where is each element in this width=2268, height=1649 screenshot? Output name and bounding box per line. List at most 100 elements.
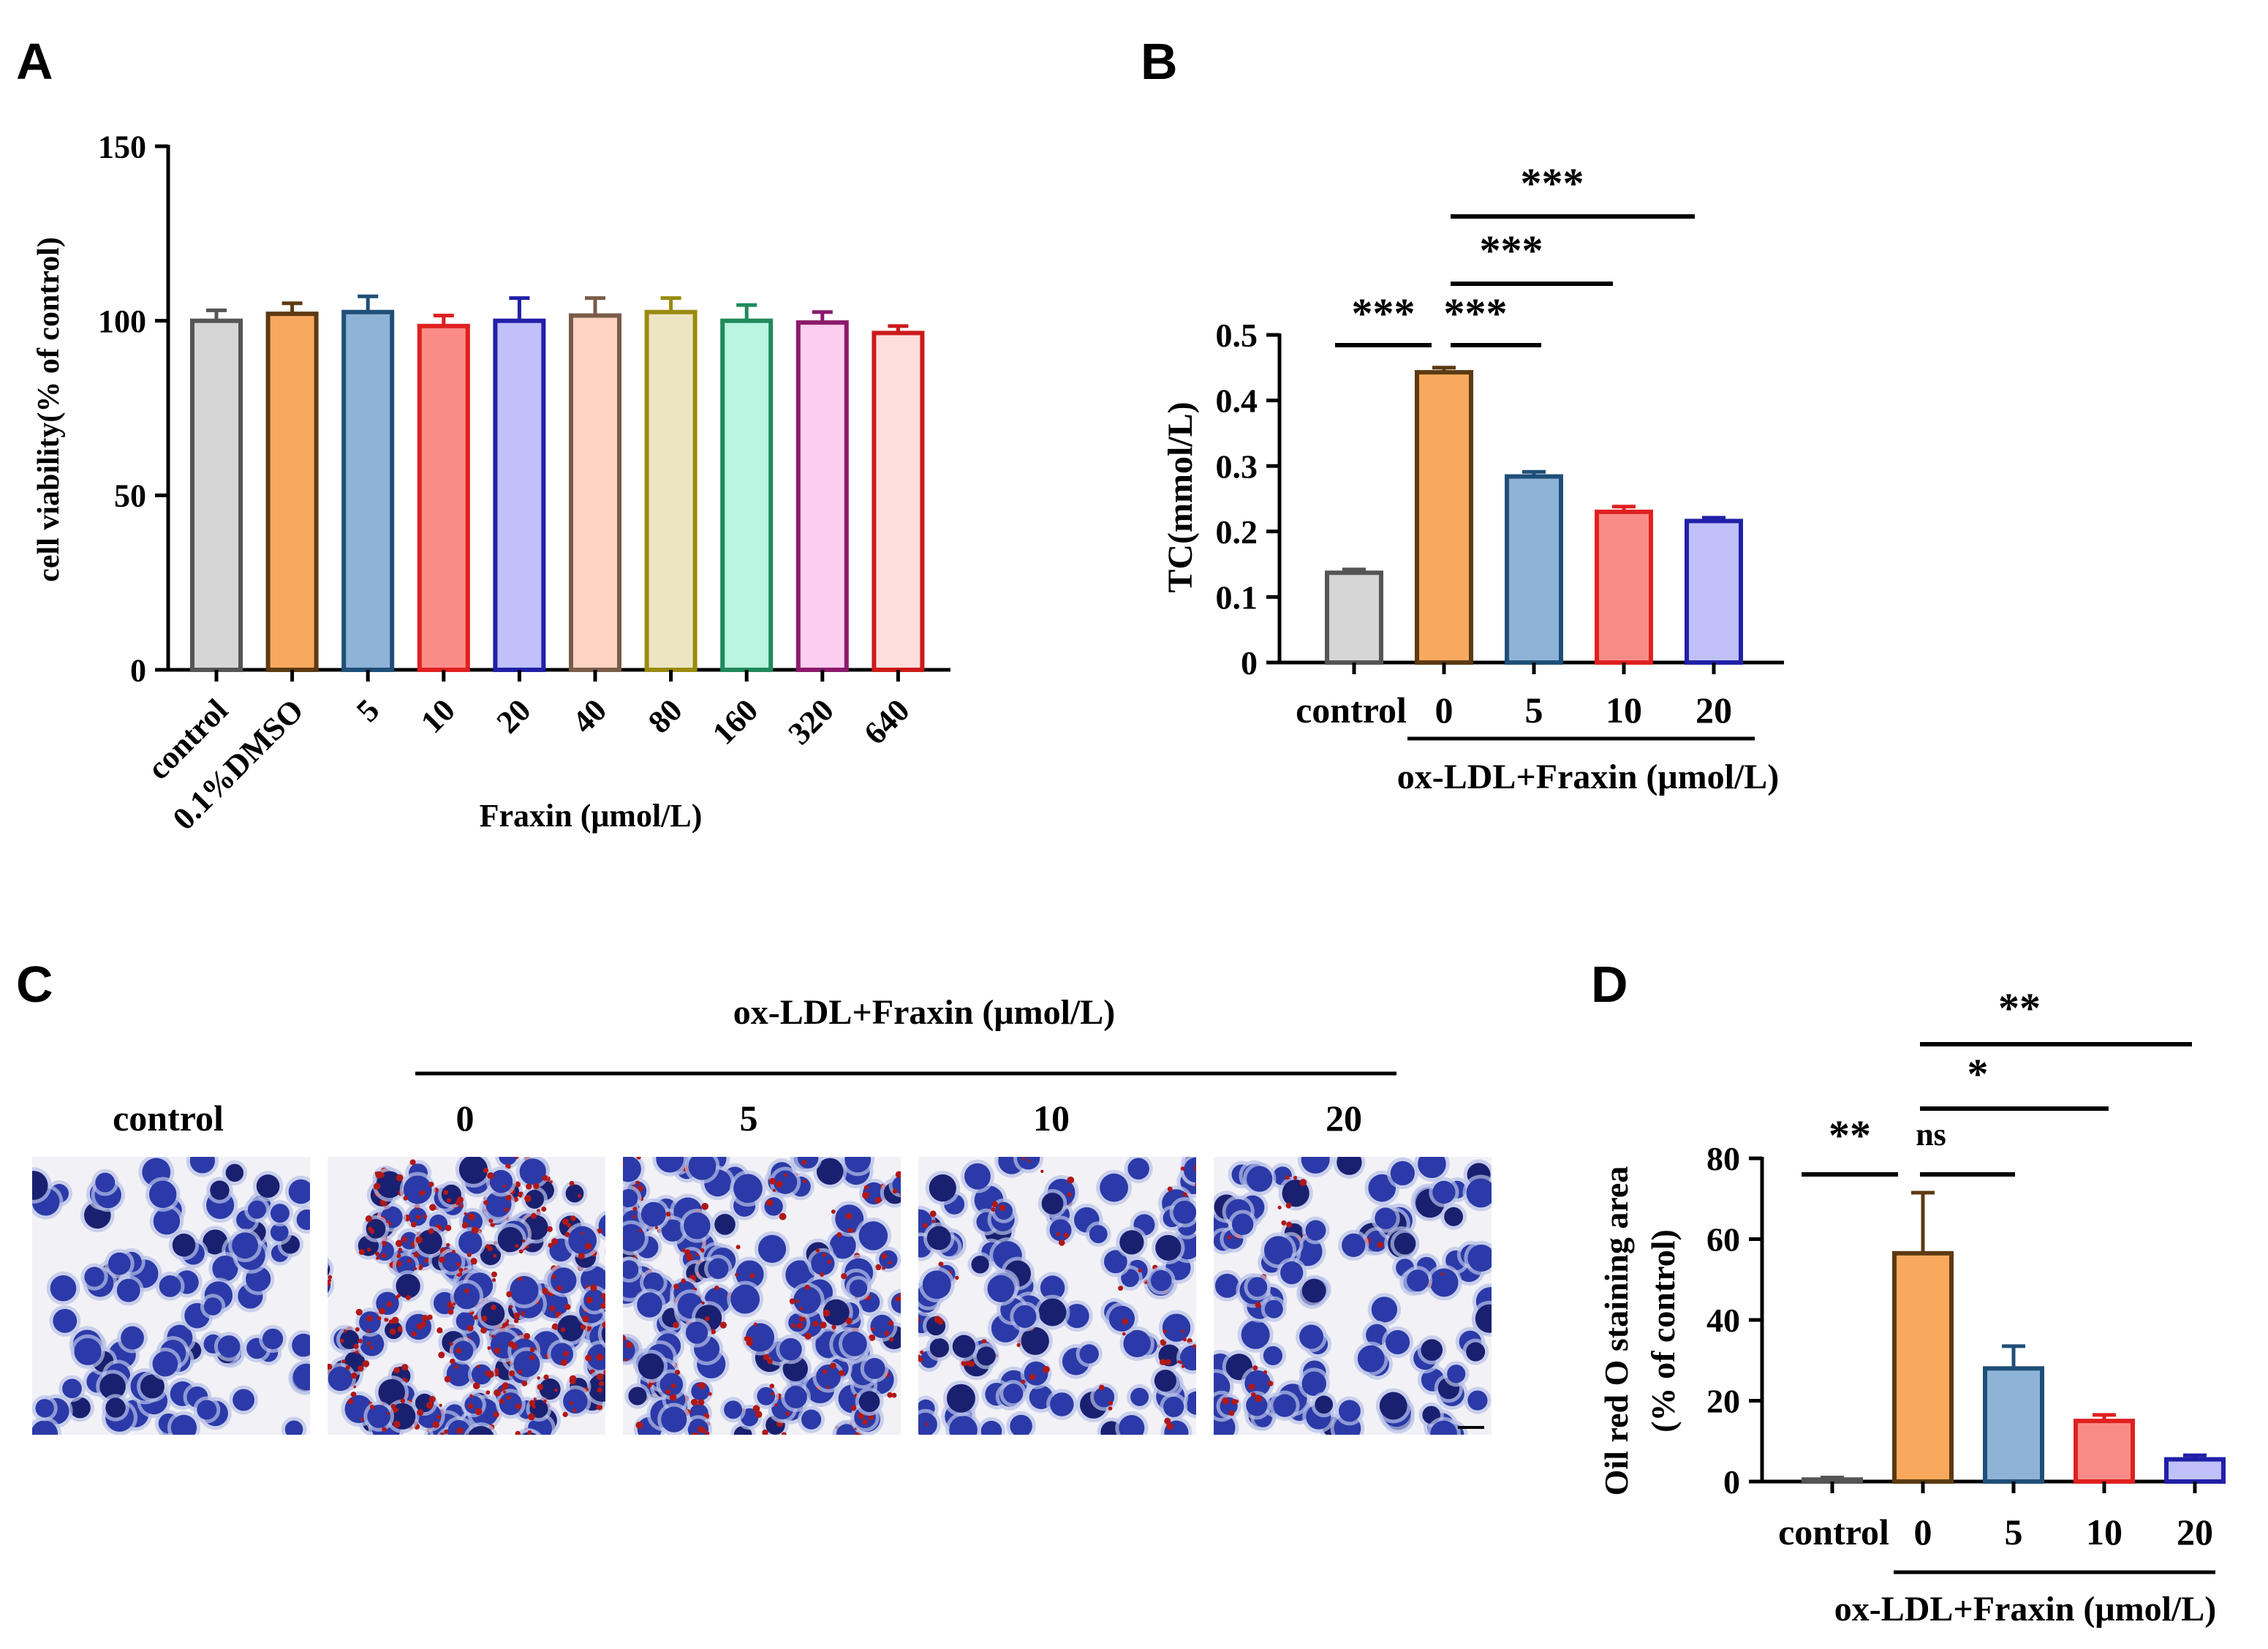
lipid-droplet bbox=[456, 1449, 458, 1452]
cell-nucleus bbox=[773, 1170, 798, 1194]
cell-nucleus bbox=[891, 1292, 901, 1313]
cell-nucleus bbox=[1264, 1299, 1283, 1318]
lipid-droplet bbox=[617, 1178, 621, 1182]
lipid-droplet bbox=[521, 1380, 528, 1386]
lipid-droplet bbox=[1108, 1406, 1113, 1411]
lipid-droplet bbox=[487, 1172, 494, 1180]
lipid-droplet bbox=[483, 1167, 489, 1174]
cell-nucleus bbox=[583, 1289, 605, 1311]
lipid-droplet bbox=[795, 1299, 800, 1303]
cell-nucleus bbox=[637, 1292, 662, 1318]
lipid-droplet bbox=[423, 1214, 428, 1219]
lipid-droplet bbox=[580, 1324, 586, 1330]
lipid-droplet bbox=[1285, 1202, 1292, 1209]
chart-d-x-tick-label: 10 bbox=[2086, 1512, 2123, 1552]
cell-nucleus bbox=[1241, 1320, 1270, 1349]
lipid-droplet bbox=[374, 1437, 379, 1442]
lipid-droplet bbox=[382, 1439, 387, 1444]
cell-nucleus bbox=[84, 1267, 105, 1287]
chart-d-y-label-line2: (% of control) bbox=[1644, 1229, 1682, 1433]
lipid-droplet bbox=[755, 1411, 763, 1418]
chart-a-bar bbox=[341, 309, 395, 672]
lipid-droplet bbox=[812, 1321, 819, 1327]
cell-nucleus bbox=[69, 1397, 91, 1419]
chart-b-sig-label: *** bbox=[1352, 290, 1415, 337]
lipid-droplet bbox=[542, 1287, 549, 1295]
chart-a-x-label: Fraxin (μmol/L) bbox=[480, 798, 703, 834]
lipid-droplet bbox=[481, 1316, 488, 1322]
lipid-droplet bbox=[402, 1377, 407, 1381]
lipid-droplet bbox=[508, 1340, 515, 1348]
chart-d-y-label-line1: Oil red O staining area bbox=[1598, 1166, 1635, 1496]
lipid-droplet bbox=[527, 1430, 532, 1435]
lipid-droplet bbox=[748, 1337, 753, 1341]
lipid-droplet bbox=[850, 1405, 857, 1411]
lipid-droplet bbox=[874, 1196, 882, 1204]
lipid-droplet bbox=[431, 1438, 437, 1444]
lipid-droplet bbox=[607, 1365, 611, 1369]
lipid-droplet bbox=[920, 1350, 924, 1354]
lipid-droplet bbox=[617, 1250, 621, 1253]
lipid-droplet bbox=[445, 1242, 450, 1248]
lipid-droplet bbox=[701, 1301, 705, 1305]
lipid-droplet bbox=[373, 1182, 381, 1190]
cell-cytoplasm bbox=[466, 1439, 495, 1468]
cell-nucleus bbox=[926, 1226, 951, 1250]
lipid-droplet bbox=[822, 1369, 828, 1374]
lipid-droplet bbox=[468, 1213, 475, 1220]
lipid-droplet bbox=[499, 1398, 504, 1404]
cell-nucleus bbox=[623, 1188, 638, 1208]
lipid-droplet bbox=[458, 1438, 464, 1443]
cell-nucleus bbox=[1130, 1387, 1149, 1406]
lipid-droplet bbox=[912, 1222, 917, 1227]
lipid-droplet bbox=[614, 1250, 620, 1256]
cell-nucleus bbox=[152, 1351, 178, 1377]
lipid-droplet bbox=[381, 1253, 387, 1259]
cell-nucleus bbox=[870, 1314, 894, 1338]
cell-nucleus bbox=[1379, 1392, 1407, 1420]
lipid-droplet bbox=[1163, 1329, 1167, 1334]
lipid-droplet bbox=[365, 1215, 373, 1223]
lipid-droplet bbox=[463, 1150, 468, 1155]
lipid-droplet bbox=[488, 1448, 493, 1453]
lipid-droplet bbox=[907, 1290, 910, 1293]
cell-nucleus bbox=[823, 1299, 850, 1326]
lipid-droplet bbox=[480, 1327, 487, 1334]
lipid-droplet bbox=[1227, 1235, 1232, 1239]
lipid-droplet bbox=[556, 1285, 562, 1291]
lipid-droplet bbox=[906, 1227, 911, 1232]
lipid-droplet bbox=[446, 1442, 450, 1446]
chart-a-x-tick-label: 160 bbox=[706, 692, 765, 751]
chart-b-y-tick-label: 0.5 bbox=[1216, 317, 1258, 354]
cell-nucleus bbox=[1121, 1269, 1139, 1288]
lipid-droplet bbox=[339, 1338, 344, 1343]
lipid-droplet bbox=[469, 1394, 473, 1398]
lipid-droplet bbox=[603, 1297, 605, 1303]
chart-b-x-tick-label: 20 bbox=[1696, 690, 1732, 731]
chart-b-y-tick-label: 0.4 bbox=[1216, 382, 1258, 420]
lipid-droplet bbox=[487, 1246, 493, 1252]
cell-nucleus bbox=[829, 1232, 856, 1259]
lipid-droplet bbox=[314, 1255, 320, 1261]
chart-d-y-tick-label: 20 bbox=[1706, 1383, 1740, 1420]
cell-nucleus bbox=[366, 1218, 386, 1239]
cell-nucleus bbox=[172, 1233, 196, 1257]
lipid-droplet bbox=[428, 1228, 434, 1234]
cell-nucleus bbox=[601, 1324, 605, 1344]
lipid-droplet bbox=[375, 1251, 380, 1256]
lipid-droplet bbox=[377, 1316, 382, 1321]
lipid-droplet bbox=[1098, 1384, 1105, 1391]
cell-nucleus bbox=[99, 1373, 126, 1400]
cell-nucleus bbox=[1342, 1233, 1366, 1258]
lipid-droplet bbox=[487, 1346, 491, 1351]
lipid-droplet bbox=[420, 1450, 428, 1457]
chart-b-bar bbox=[1685, 518, 1743, 665]
lipid-droplet bbox=[1195, 1182, 1196, 1188]
cell-nucleus bbox=[35, 1399, 54, 1418]
chart-b-y-tick-label: 0.3 bbox=[1216, 448, 1258, 485]
cell-nucleus bbox=[74, 1337, 102, 1365]
lipid-droplet bbox=[428, 1395, 436, 1403]
lipid-droplet bbox=[710, 1329, 717, 1335]
lipid-droplet bbox=[616, 1306, 623, 1313]
lipid-droplet bbox=[485, 1390, 491, 1395]
